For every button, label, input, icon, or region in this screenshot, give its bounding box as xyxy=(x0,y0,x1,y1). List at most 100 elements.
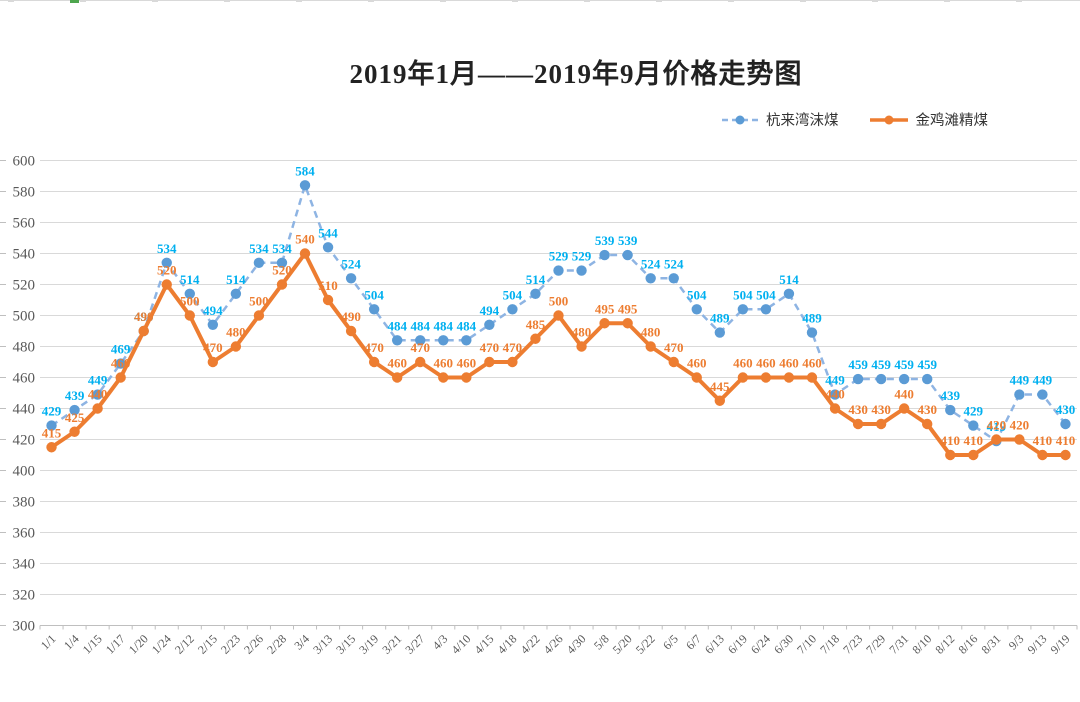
data-point xyxy=(553,265,564,276)
data-point xyxy=(484,356,495,368)
data-point xyxy=(92,403,103,414)
data-point xyxy=(1037,449,1048,461)
x-axis-tick-label: 4/10 xyxy=(448,632,473,657)
data-point xyxy=(714,395,726,406)
data-point xyxy=(461,335,472,346)
data-point xyxy=(92,389,103,400)
data-point xyxy=(576,265,587,276)
x-axis-tick-label: 1/17 xyxy=(103,632,128,657)
column-edge-tick xyxy=(800,0,806,2)
x-axis-tick-label: 8/31 xyxy=(978,632,1003,657)
data-label: 460 xyxy=(111,356,131,371)
x-axis-tick-label: 4/30 xyxy=(564,632,589,657)
data-point xyxy=(184,288,195,299)
data-label: 460 xyxy=(802,356,822,371)
y-axis-tick-label: 380 xyxy=(13,495,36,511)
data-point xyxy=(875,418,887,430)
data-label: 489 xyxy=(802,311,822,326)
data-point xyxy=(507,356,518,368)
x-axis-tick-label: 3/13 xyxy=(310,632,335,657)
data-label: 524 xyxy=(341,256,361,271)
data-point xyxy=(438,335,449,346)
data-label: 440 xyxy=(825,387,845,402)
data-point xyxy=(276,279,288,290)
data-label: 470 xyxy=(203,340,223,355)
data-label: 484 xyxy=(457,318,477,333)
data-label: 529 xyxy=(572,249,592,264)
y-axis-tick-label: 500 xyxy=(13,309,36,325)
data-point xyxy=(530,333,541,344)
data-label: 429 xyxy=(964,404,984,419)
data-label: 510 xyxy=(318,278,338,293)
data-point xyxy=(46,442,57,453)
x-axis-tick-label: 2/23 xyxy=(218,632,243,657)
spreadsheet-top-edge xyxy=(0,0,1080,4)
data-point xyxy=(622,318,633,329)
x-axis-tick-label: 3/19 xyxy=(356,632,381,657)
data-point xyxy=(299,248,311,259)
data-label: 534 xyxy=(272,241,292,256)
legend-item-hanglaiwan: 杭来湾沫煤 xyxy=(721,109,839,130)
data-label: 459 xyxy=(917,357,937,372)
data-label: 460 xyxy=(457,356,477,371)
data-label: 460 xyxy=(434,356,454,371)
blue-dashed-marker xyxy=(722,115,758,124)
data-point xyxy=(299,180,311,191)
data-label: 440 xyxy=(894,387,914,402)
data-point xyxy=(945,404,956,416)
data-label: 500 xyxy=(549,294,569,309)
data-point xyxy=(599,318,610,329)
data-point xyxy=(922,373,933,385)
data-label: 410 xyxy=(1033,433,1053,448)
column-edge-tick xyxy=(8,0,14,2)
column-edge-tick xyxy=(656,0,662,2)
data-point xyxy=(345,325,357,337)
data-label: 410 xyxy=(1056,433,1076,448)
y-axis-tick-label: 320 xyxy=(13,588,36,604)
data-point xyxy=(737,372,749,383)
column-edge-tick xyxy=(152,0,158,2)
x-axis-tick-label: 2/15 xyxy=(195,632,220,657)
data-point xyxy=(576,341,587,352)
column-edge-tick xyxy=(224,0,230,2)
data-point xyxy=(322,242,334,253)
data-point xyxy=(415,356,426,368)
x-axis-tick-label: 1/24 xyxy=(149,632,174,657)
x-axis-tick-label: 5/8 xyxy=(591,632,612,653)
y-axis-tick-label: 460 xyxy=(13,371,36,387)
data-label: 430 xyxy=(917,402,937,417)
data-label: 470 xyxy=(503,340,523,355)
data-label: 495 xyxy=(595,301,615,316)
data-point xyxy=(69,404,80,416)
data-label: 470 xyxy=(410,340,430,355)
data-label: 410 xyxy=(941,433,961,448)
x-axis-tick-label: 6/30 xyxy=(771,632,796,657)
data-label: 485 xyxy=(526,317,546,332)
column-edge-tick xyxy=(728,0,734,2)
data-label: 520 xyxy=(272,263,292,278)
data-point xyxy=(184,310,195,321)
data-point xyxy=(991,434,1002,445)
data-point xyxy=(806,327,818,338)
x-axis-tick-label: 3/27 xyxy=(402,632,427,657)
column-edge-tick xyxy=(872,0,878,2)
data-point xyxy=(253,257,265,268)
data-label: 449 xyxy=(825,373,845,388)
data-label: 539 xyxy=(595,233,615,248)
data-label: 504 xyxy=(756,287,776,302)
legend-label-hanglaiwan: 杭来湾沫煤 xyxy=(766,113,839,129)
data-point xyxy=(852,418,864,430)
x-axis-tick-label: 6/7 xyxy=(683,632,704,653)
data-label: 430 xyxy=(1056,402,1076,417)
y-axis-tick-label: 340 xyxy=(13,557,36,573)
x-axis-tick-label: 6/24 xyxy=(748,632,773,657)
legend-label-jinjitan: 金鸡滩精煤 xyxy=(915,113,989,129)
column-edge-tick xyxy=(368,0,374,2)
data-point xyxy=(760,304,772,315)
data-label: 520 xyxy=(157,263,177,278)
data-label: 430 xyxy=(871,402,891,417)
x-axis-tick-label: 1/15 xyxy=(80,632,105,657)
chart-title: 2019年1月——2019年9月价格走势图 xyxy=(349,59,803,89)
column-edge-tick xyxy=(80,0,86,2)
x-axis-tick-label: 4/3 xyxy=(430,632,451,653)
